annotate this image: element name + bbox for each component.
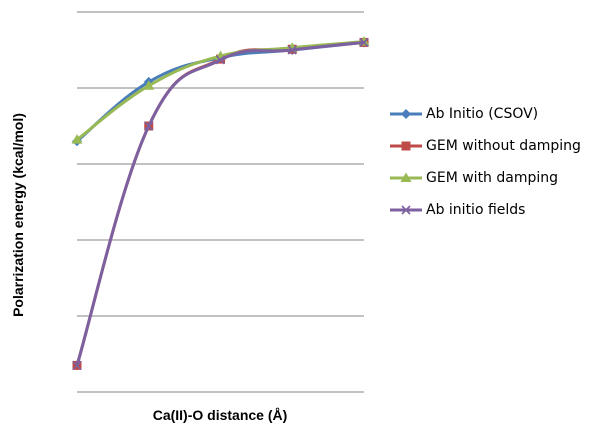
y-axis-label: Polarrization energy (kcal/mol)	[10, 113, 26, 317]
data-point	[215, 55, 226, 65]
legend-swatch-marker	[401, 109, 411, 119]
data-point	[359, 37, 369, 47]
data-point	[287, 45, 297, 55]
legend-label: GEM with damping	[426, 170, 559, 186]
legend-item: GEM without damping	[390, 130, 581, 162]
series-4	[72, 37, 369, 370]
series-line	[75, 40, 365, 366]
series-3	[71, 36, 370, 144]
x-axis-label: Ca(II)-O distance (Å)	[152, 407, 288, 423]
data-point	[143, 80, 155, 90]
legend: Ab Initio (CSOV) GEM without damping GEM w…	[390, 98, 581, 226]
legend-swatch	[390, 172, 422, 182]
legend-swatch-marker	[401, 205, 411, 215]
gridlines	[77, 11, 364, 393]
legend-swatch-marker	[400, 172, 412, 182]
legend-item: Ab initio fields	[390, 194, 581, 226]
legend-label: Ab initio fields	[426, 202, 526, 218]
data-point	[72, 360, 82, 370]
legend-label: Ab Initio (CSOV)	[426, 106, 539, 122]
legend-swatch-marker	[401, 141, 411, 151]
legend-item: Ab Initio (CSOV)	[390, 98, 581, 130]
legend-swatch	[390, 205, 422, 215]
data-point	[71, 134, 83, 144]
plot-area	[71, 36, 370, 370]
data-point	[144, 121, 154, 131]
legend-item: GEM with damping	[390, 162, 581, 194]
legend-swatch	[390, 109, 422, 119]
legend-label: GEM without damping	[426, 138, 581, 154]
legend-swatch	[390, 141, 422, 151]
